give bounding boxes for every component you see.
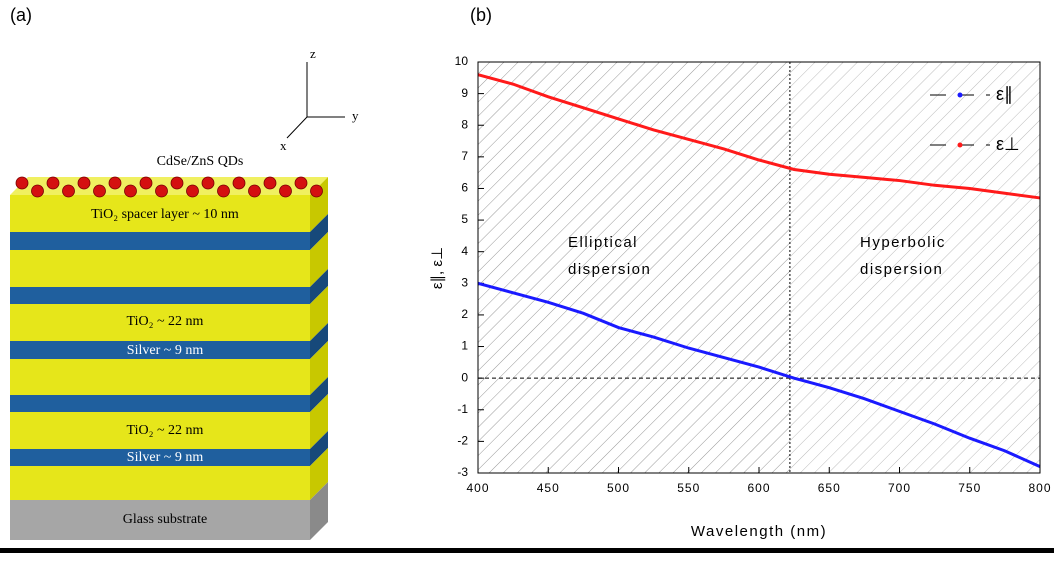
y-tick-label: -2 — [457, 434, 468, 448]
panel-label: (a) — [10, 5, 32, 25]
tio2-label: TiO₂ ~ 22 nm — [127, 314, 204, 329]
y-tick-label: 7 — [461, 149, 468, 163]
quantum-dot — [124, 184, 137, 198]
axis-x: x — [280, 138, 287, 153]
layer-side — [310, 323, 328, 359]
x-tick-label: 650 — [818, 481, 841, 495]
y-tick-label: 3 — [461, 275, 468, 289]
x-tick-label: 450 — [537, 481, 560, 495]
layer — [10, 359, 310, 395]
quantum-dot — [232, 176, 246, 190]
axis-y: y — [352, 108, 359, 123]
layer-side — [310, 377, 328, 412]
layer — [10, 500, 310, 540]
quantum-dot — [217, 184, 230, 198]
x-tick-label: 500 — [607, 481, 630, 495]
layer-stack — [10, 176, 328, 540]
y-tick-label: 6 — [461, 181, 468, 195]
silver-label: Silver ~ 9 nm — [127, 343, 204, 358]
y-tick-label: 10 — [455, 54, 469, 68]
layer — [10, 304, 310, 341]
quantum-dot — [62, 184, 75, 198]
quantum-dot — [31, 184, 44, 198]
y-tick-label: -1 — [457, 402, 468, 416]
silver-label: Silver ~ 9 nm — [127, 450, 204, 465]
x-tick-label: 750 — [958, 481, 981, 495]
panel-label: (b) — [470, 5, 492, 25]
layer-side — [310, 431, 328, 466]
y-tick-label: 5 — [461, 212, 468, 226]
layer — [10, 287, 310, 304]
layer-side — [310, 482, 328, 540]
annotation: dispersion — [860, 261, 943, 278]
annotation: dispersion — [568, 261, 651, 278]
layer — [10, 195, 310, 232]
quantum-dot — [263, 176, 277, 190]
y-tick-label: 1 — [461, 339, 468, 353]
quantum-dot — [15, 176, 29, 190]
legend-marker — [957, 92, 963, 98]
quantum-dot — [310, 184, 323, 198]
tio2-label: TiO₂ ~ 22 nm — [127, 423, 204, 438]
layer-side — [310, 214, 328, 250]
series-line — [477, 281, 1041, 469]
x-tick-label: 400 — [466, 481, 489, 495]
quantum-dot — [139, 176, 153, 190]
y-tick-label: -3 — [457, 465, 468, 479]
layer-side — [310, 269, 328, 304]
quantum-dot — [170, 176, 184, 190]
bottom-rule — [0, 548, 1054, 553]
layer-side — [310, 448, 328, 500]
annotation: Elliptical — [568, 234, 638, 251]
y-tick-label: 4 — [461, 244, 468, 258]
quantum-dot — [294, 176, 308, 190]
x-tick-label: 550 — [677, 481, 700, 495]
legend-label: ε⊥ — [996, 134, 1020, 154]
quantum-dot — [108, 176, 122, 190]
axis-z: z — [310, 46, 316, 61]
quantum-dot — [201, 176, 215, 190]
series-line — [477, 73, 1041, 200]
x-tick-label: 800 — [1028, 481, 1051, 495]
layer-side — [310, 232, 328, 287]
quantum-dot — [186, 184, 199, 198]
layer — [10, 412, 310, 449]
legend-label: ε∥ — [996, 84, 1013, 104]
spacer-label: TiO₂ spacer layer ~ 10 nm — [91, 207, 239, 222]
y-tick-label: 2 — [461, 307, 468, 321]
layer — [10, 341, 310, 359]
x-axis-label: Wavelength (nm) — [691, 523, 827, 540]
layer — [10, 250, 310, 287]
layer-side — [310, 394, 328, 449]
quantum-dot — [46, 176, 60, 190]
quantum-dot — [279, 184, 292, 198]
quantum-dot — [77, 176, 91, 190]
y-axis-label: ε∥, ε⊥ — [429, 247, 446, 289]
quantum-dot — [93, 184, 106, 198]
axes-icon — [286, 62, 345, 139]
layer-side — [310, 286, 328, 341]
annotation: Hyperbolic — [860, 234, 946, 251]
x-tick-label: 700 — [888, 481, 911, 495]
layer — [10, 449, 310, 466]
plot-frame — [477, 61, 1041, 474]
layer — [10, 232, 310, 250]
hyperbolic-region — [789, 62, 1040, 473]
substrate-label: Glass substrate — [123, 512, 207, 527]
legend-marker — [957, 142, 963, 148]
qd-label: CdSe/ZnS QDs — [157, 154, 244, 169]
quantum-dot — [248, 184, 261, 198]
layer — [10, 466, 310, 500]
y-tick-label: 8 — [461, 117, 468, 131]
x-tick-label: 600 — [747, 481, 770, 495]
y-tick-label: 9 — [461, 86, 468, 100]
y-tick-label: 0 — [461, 370, 468, 384]
quantum-dot — [155, 184, 168, 198]
layer — [10, 395, 310, 412]
hatch-background — [478, 62, 1040, 473]
